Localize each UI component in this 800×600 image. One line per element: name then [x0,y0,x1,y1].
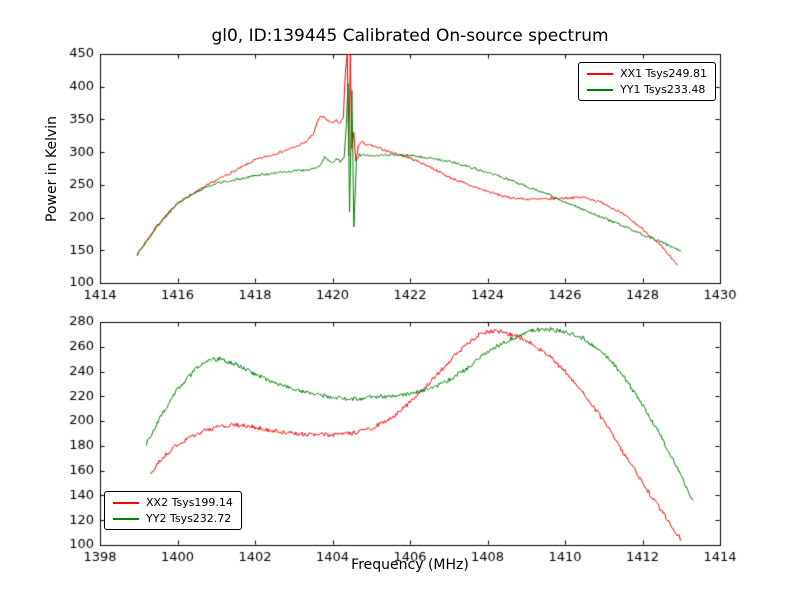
plot-title: gl0, ID:139445 Calibrated On-source spec… [211,26,609,46]
legend-label-yy1: YY1 Tsys233.48 [620,83,706,96]
legend-line-swatch-yy1 [587,88,614,91]
legend-line-swatch-yy2 [113,517,139,520]
legend-item-xx1: XX1 Tsys249.81 [587,67,707,80]
legend-top-plot: XX1 Tsys249.81 YY1 Tsys233.48 [578,62,716,101]
legend-item-yy1: YY1 Tsys233.48 [587,83,707,96]
x-axis-label: Frequency (MHz) [351,557,469,573]
legend-line-swatch-xx2 [113,501,139,504]
legend-label-yy2: YY2 Tsys232.72 [146,512,232,525]
legend-bottom-plot: XX2 Tsys199.14 YY2 Tsys232.72 [104,491,242,530]
legend-item-yy2: YY2 Tsys232.72 [113,512,233,525]
legend-item-xx2: XX2 Tsys199.14 [113,496,233,509]
y-axis-label: Power in Kelvin [44,115,60,223]
legend-label-xx1: XX1 Tsys249.81 [620,67,707,80]
legend-label-xx2: XX2 Tsys199.14 [146,496,233,509]
legend-line-swatch-xx1 [587,72,614,75]
